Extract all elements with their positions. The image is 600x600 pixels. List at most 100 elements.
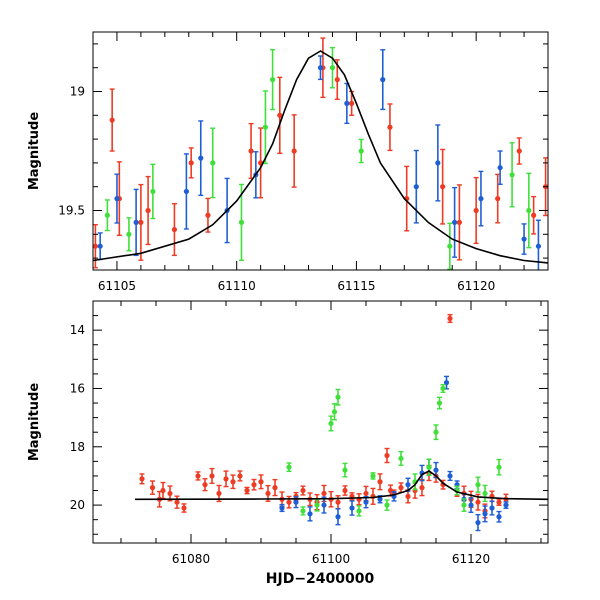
data-point [335,394,341,400]
data-point [356,508,362,514]
data-point [183,188,189,195]
data-point [496,499,502,505]
data-point [436,400,443,406]
top-tick-layer: 61105 61110 61115 61120 19 19.5 [58,32,549,293]
data-point [93,243,98,249]
y-tick-label: 19.5 [58,204,85,218]
data-point [443,380,450,386]
data-point [419,485,425,491]
data-point [440,385,446,392]
data-point [114,196,120,202]
data-point [363,490,369,497]
data-point [181,505,187,511]
data-point [258,479,264,485]
data-point [370,473,376,479]
data-point [317,65,324,71]
data-point [482,511,488,517]
data-point [478,196,484,202]
data-point [342,487,348,494]
data-point [138,219,144,225]
x-tick-label: 61080 [172,552,210,566]
data-point [526,207,532,214]
model-curve [134,470,548,501]
top-plot-frame [92,31,549,271]
data-point [475,519,481,526]
data-point [251,482,257,488]
data-point [349,505,355,511]
y-tick-label: 18 [70,440,85,454]
data-point [321,490,327,497]
data-point [473,207,479,214]
data-point [489,505,495,511]
data-point [344,100,350,106]
data-point [237,473,243,479]
bottom-data-layer [134,313,548,532]
data-point [496,464,502,470]
data-point [248,148,254,154]
data-point [447,315,453,322]
top-y-axis-label: Magnitude [27,112,42,191]
data-point [321,502,327,508]
data-point [433,467,439,473]
data-point [286,499,292,505]
data-point [331,409,338,415]
data-point [300,487,306,494]
bottom-light-curve-panel: 61080 61100 61120 14 16 18 20 Magnitude HJD−24… [27,300,549,587]
data-point [149,485,156,491]
data-point [160,487,166,494]
data-point [405,493,411,499]
data-point [516,148,522,154]
data-point [475,499,481,505]
data-point [342,467,348,473]
data-point [521,236,527,242]
data-point [198,155,204,161]
data-point [447,473,453,479]
top-data-layer [93,37,548,270]
data-point [426,464,432,470]
data-point [405,482,411,488]
data-point [171,226,178,233]
data-point [497,165,503,171]
bottom-plot-frame [92,300,549,544]
data-point [139,476,145,482]
series-blue-band [279,375,509,532]
data-point [109,117,115,123]
data-point [384,502,390,508]
data-point [104,212,110,218]
data-point [202,482,208,488]
data-point [433,429,439,435]
data-point [503,502,509,508]
data-point [286,464,292,470]
series-green-band [104,46,532,270]
series-red-band [139,313,509,519]
data-point [230,479,236,485]
data-point [293,499,299,505]
data-point [209,473,215,479]
data-point [531,212,537,218]
data-point [468,502,474,508]
data-point [482,490,488,497]
data-point [509,172,515,178]
data-point [150,188,156,195]
data-point [387,124,393,130]
data-point [145,207,151,214]
data-point [334,77,340,83]
data-point [277,112,283,118]
plot-area [93,37,548,270]
data-point [335,514,341,520]
x-axis-label: HJD−2400000 [266,571,375,587]
bottom-tick-layer: 61080 61100 61120 14 16 18 20 [70,300,548,566]
data-point [272,485,278,491]
series-blue-band [97,49,542,270]
data-point [328,420,334,427]
model-curve [93,50,548,264]
data-point [205,212,211,218]
data-point [262,124,269,130]
data-point [358,148,364,154]
data-point [270,77,276,83]
data-point [279,505,285,511]
data-point [244,487,250,494]
data-point [380,77,386,83]
data-point [496,514,502,520]
